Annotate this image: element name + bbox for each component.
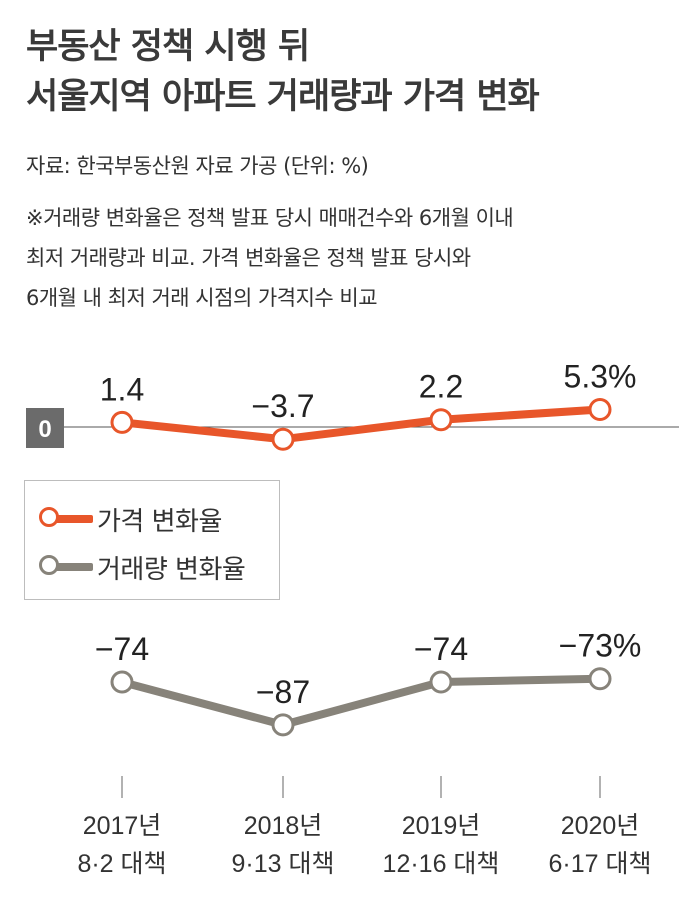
legend-item-volume: 거래량 변화율 [39,547,246,587]
data-label-1: −74 [95,631,149,667]
data-point-0 [110,410,134,434]
data-point-0 [429,408,453,432]
data-point-1 [588,667,612,691]
note-line-3: 6개월 내 최저 거래 시점의 가격지수 비교 [26,286,378,310]
title-line-1: 부동산 정책 시행 뒤 [26,27,310,67]
legend-item-price: 가격 변화율 [39,499,222,539]
data-label-1: −87 [256,674,310,710]
chart-title: 부동산 정책 시행 뒤 서울지역 아파트 거래량과 가격 변화 [26,22,666,122]
data-point-1 [429,670,453,694]
x-tick-label-year: 2019년 [402,812,481,840]
zero-label-box [26,408,64,448]
data-label-0: 2.2 [419,369,463,405]
x-tick-label-policy: 8·2 대책 [77,850,166,878]
series-line-0 [118,405,604,444]
zero-label: 0 [38,416,51,443]
legend-swatch-price [39,506,93,532]
data-label-0: 1.4 [100,371,144,407]
x-tick-label-policy: 9·13 대책 [232,850,335,878]
data-point-1 [271,713,295,737]
legend-label-price: 가격 변화율 [97,506,222,537]
x-tick-label-year: 2017년 [83,812,162,840]
x-tick-label-year: 2020년 [561,812,640,840]
x-tick-label-policy: 6·17 대책 [549,850,652,878]
source-note: 자료: 한국부동산원 자료 가공 (단위: %) [26,154,369,178]
note-line-2: 최저 거래량과 비교. 가격 변화율은 정책 발표 당시와 [26,246,471,270]
data-point-0 [271,427,295,451]
note-line-1: ※거래량 변화율은 정책 발표 당시 매매건수와 6개월 이내 [26,206,514,230]
legend-label-volume: 거래량 변화율 [97,554,246,585]
data-point-1 [110,670,134,694]
x-tick-label-year: 2018년 [244,812,323,840]
data-label-0: 5.3% [564,359,637,395]
data-point-0 [588,398,612,422]
legend: 가격 변화율 거래량 변화율 [24,480,280,600]
title-line-2: 서울지역 아파트 거래량과 가격 변화 [26,77,540,117]
data-label-0: −3.7 [251,388,314,424]
data-label-1: −73% [559,628,642,664]
methodology-note: ※거래량 변화율은 정책 발표 당시 매매건수와 6개월 이내 최저 거래량과 … [26,198,666,318]
data-label-1: −74 [414,631,468,667]
legend-swatch-volume [39,554,93,580]
series-line-1 [118,674,604,729]
x-tick-label-policy: 12·16 대책 [383,850,500,878]
